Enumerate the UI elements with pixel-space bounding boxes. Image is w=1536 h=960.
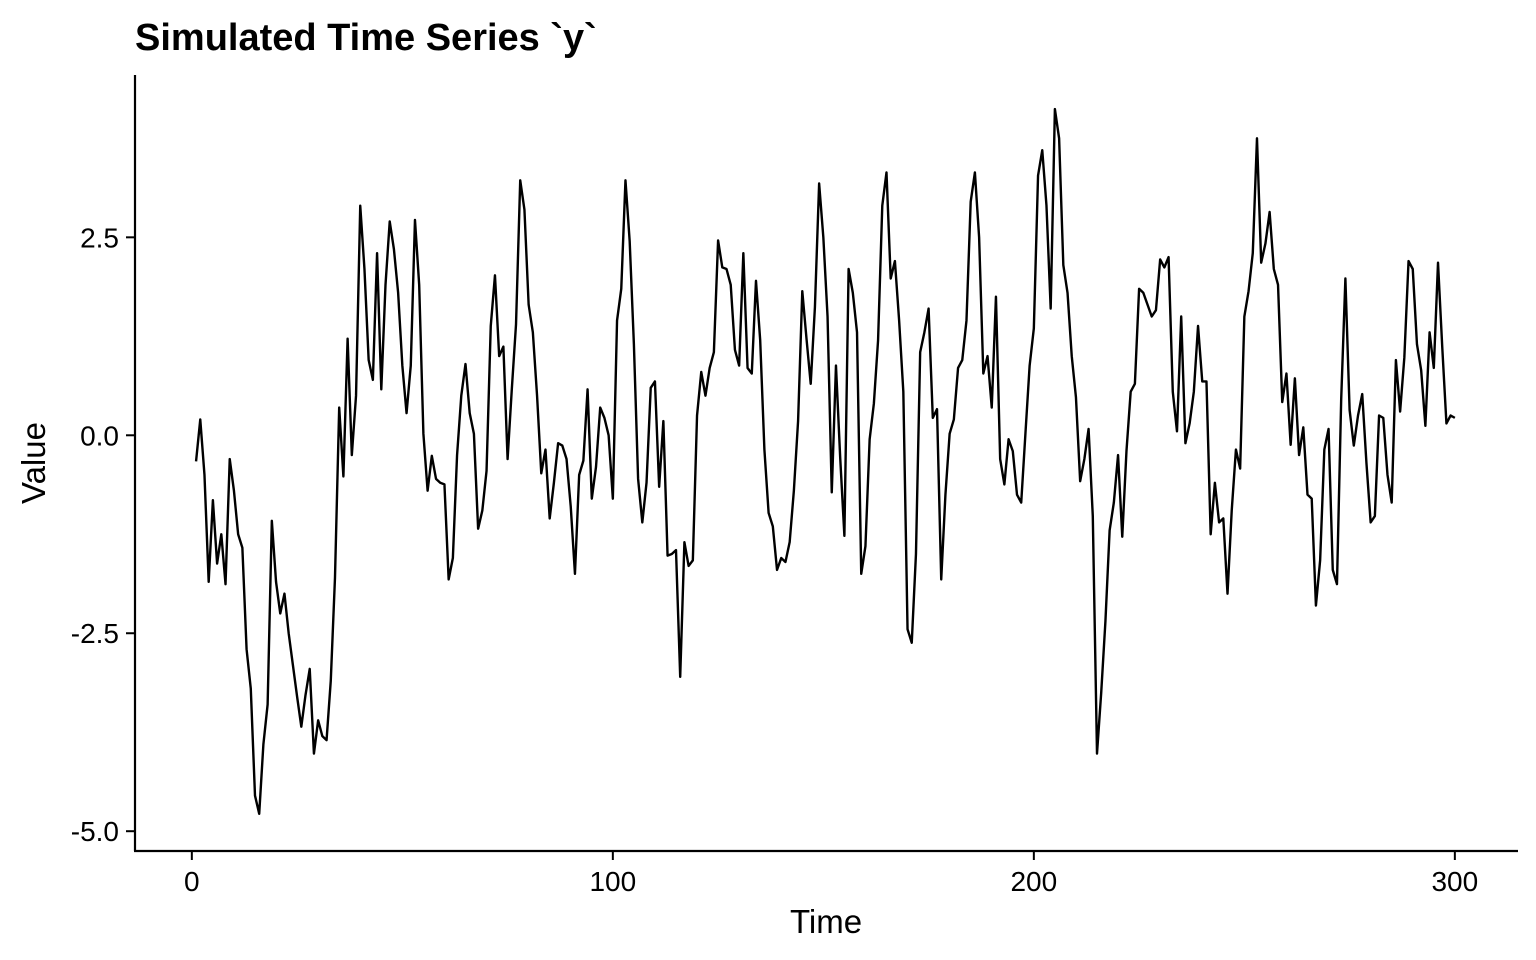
y-tick-label: 0.0 — [80, 420, 119, 451]
plot-area — [194, 107, 1456, 815]
x-axis-ticks: 0 100 200 300 — [184, 851, 1478, 897]
y-tick-label: 2.5 — [80, 222, 119, 253]
y-axis-title: Value — [15, 422, 52, 504]
x-tick-label: 0 — [184, 866, 200, 897]
x-tick-label: 100 — [589, 866, 636, 897]
x-tick-label: 300 — [1431, 866, 1478, 897]
y-axis-ticks: -5.0 -2.5 0.0 2.5 — [71, 222, 135, 847]
y-tick-label: -5.0 — [71, 816, 119, 847]
x-tick-label: 200 — [1010, 866, 1057, 897]
chart-title: Simulated Time Series `y` — [135, 17, 597, 59]
x-axis-title: Time — [790, 903, 862, 940]
y-tick-label: -2.5 — [71, 618, 119, 649]
series-line-0 — [194, 107, 1456, 815]
